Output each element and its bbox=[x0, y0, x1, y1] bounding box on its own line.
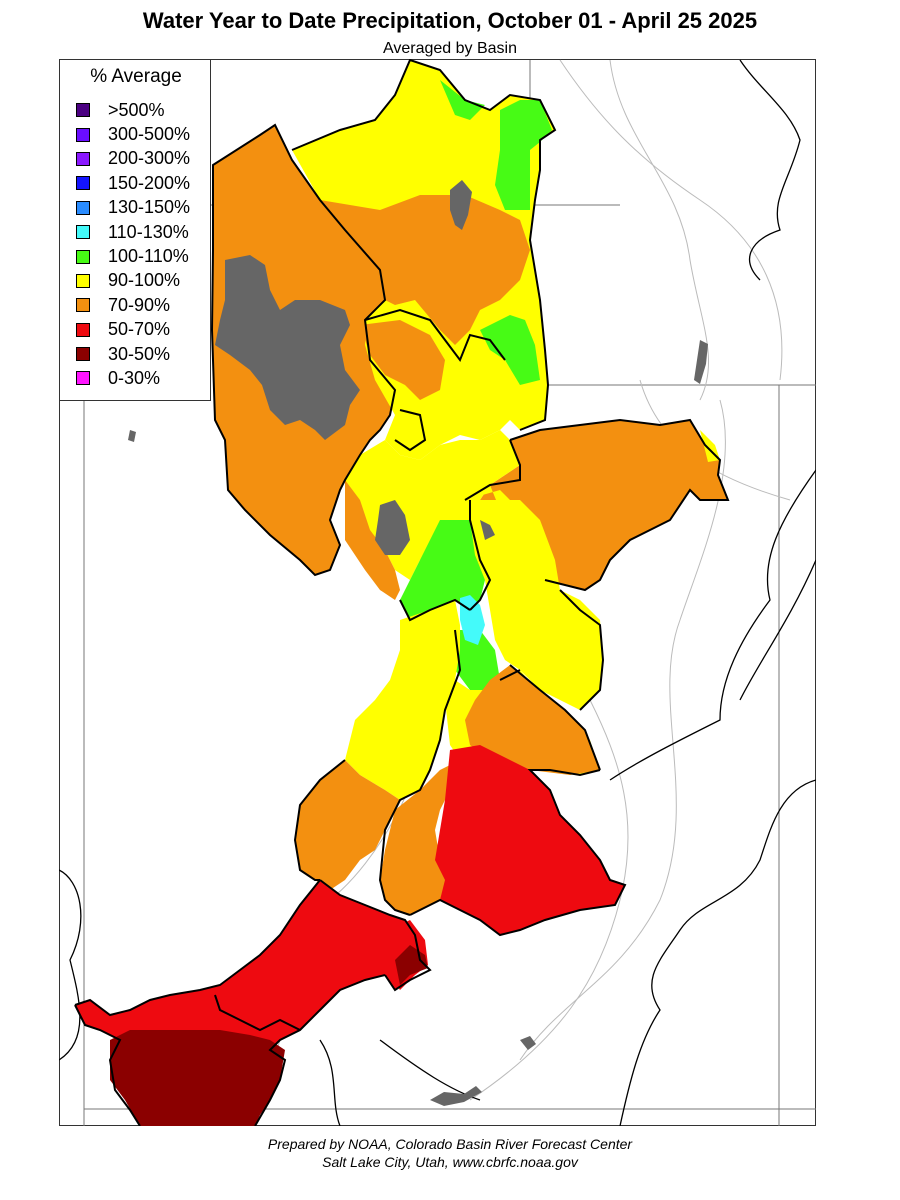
legend-label: 30-50% bbox=[108, 343, 171, 364]
legend-swatch bbox=[76, 127, 90, 142]
legend-swatch bbox=[76, 200, 90, 215]
legend-swatch bbox=[76, 347, 90, 362]
map-subtitle: Averaged by Basin bbox=[382, 40, 517, 57]
legend-label: 150-200% bbox=[108, 172, 191, 193]
legend-item: 50-70% bbox=[76, 318, 190, 342]
legend-swatch bbox=[76, 322, 90, 337]
legend-item: 90-100% bbox=[76, 269, 190, 293]
credit-line-1: Prepared by NOAA, Colorado Basin River F… bbox=[267, 1136, 633, 1152]
legend-swatch bbox=[76, 249, 90, 264]
legend-label: 90-100% bbox=[108, 270, 181, 291]
legend-label: 50-70% bbox=[108, 319, 171, 340]
legend-label: 130-150% bbox=[108, 197, 191, 218]
basin-fills bbox=[75, 60, 728, 1126]
legend-title: % Average bbox=[90, 66, 182, 87]
legend-label: 70-90% bbox=[108, 294, 171, 315]
lakes bbox=[215, 180, 495, 555]
legend-item: 110-130% bbox=[76, 220, 190, 244]
legend-label: >500% bbox=[108, 99, 165, 120]
legend-item: 150-200% bbox=[76, 171, 190, 195]
legend-item: 30-50% bbox=[76, 342, 190, 366]
legend-swatch bbox=[76, 151, 90, 166]
credit-line-2: Salt Lake City, Utah, www.cbrfc.noaa.gov bbox=[322, 1154, 578, 1170]
legend-item: 200-300% bbox=[76, 147, 190, 171]
legend-item: 300-500% bbox=[76, 122, 190, 146]
legend-swatch bbox=[76, 273, 90, 288]
legend-label: 110-130% bbox=[108, 221, 189, 242]
legend-swatch bbox=[76, 103, 90, 118]
legend-item: 130-150% bbox=[76, 196, 190, 220]
legend-item: 0-30% bbox=[76, 366, 190, 390]
legend-label: 200-300% bbox=[108, 148, 191, 169]
legend-item: 70-90% bbox=[76, 293, 190, 317]
basin-boundaries bbox=[74, 59, 730, 1126]
legend-swatch bbox=[76, 176, 90, 191]
legend: % Average >500% 300-500% 200-300% 150-20… bbox=[59, 59, 211, 401]
legend-swatch bbox=[76, 298, 90, 313]
map-title: Water Year to Date Precipitation, Octobe… bbox=[142, 8, 758, 33]
legend-item: 100-110% bbox=[76, 244, 190, 268]
legend-label: 0-30% bbox=[108, 367, 161, 388]
legend-swatch bbox=[76, 225, 90, 240]
reservoirs bbox=[128, 340, 708, 1106]
legend-item: >500% bbox=[76, 98, 190, 122]
legend-label: 100-110% bbox=[108, 246, 189, 267]
legend-swatch bbox=[76, 371, 90, 386]
legend-label: 300-500% bbox=[108, 124, 191, 145]
legend-items: >500% 300-500% 200-300% 150-200% 130-150… bbox=[76, 98, 190, 391]
map-frame bbox=[59, 59, 816, 1126]
